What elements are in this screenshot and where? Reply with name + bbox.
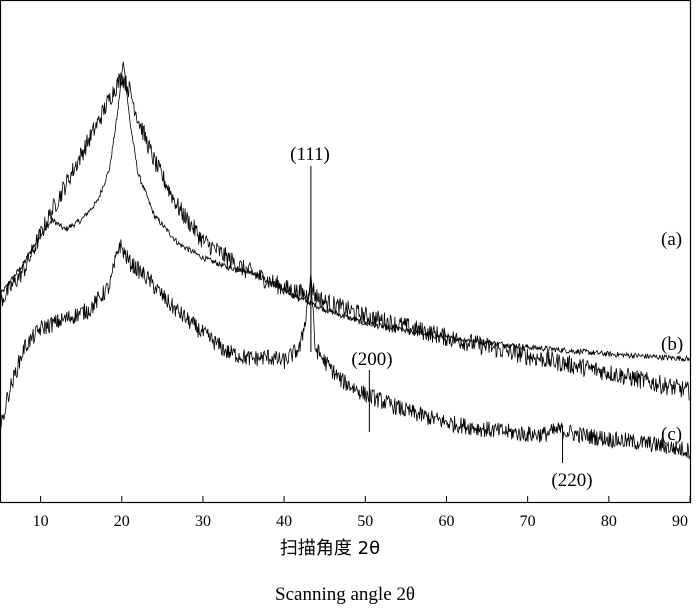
plot-frame [0,0,692,504]
peak-label: (111) [290,144,330,165]
x-tick-label: 70 [520,513,536,530]
curve-label-a: (a) [661,229,682,250]
peak-label: (200) [351,349,392,370]
curve-label-b: (b) [661,334,683,355]
xrd-curve-b [0,72,691,401]
x-tick-label: 80 [601,513,617,530]
x-tick-label: 90 [672,513,688,530]
annotations-group: (111) (200) (220) [290,144,592,491]
x-tick-label: 20 [114,513,130,530]
xrd-curve-a [0,61,691,363]
curves-group: (a) (b) (c) [0,61,691,460]
xrd-curve-c [0,239,691,460]
x-axis-label-chinese: 扫描角度 2θ [280,538,380,559]
x-tick-label: 40 [276,513,292,530]
x-axis-ticks: 10 20 30 40 50 60 70 80 90 [33,496,691,530]
x-tick-label: 30 [195,513,211,530]
peak-label: (220) [551,470,592,491]
curve-label-c: (c) [661,424,682,445]
x-axis-label-english: Scanning angle 2θ [275,584,415,605]
x-tick-label: 50 [357,513,373,530]
x-tick-label: 60 [438,513,454,530]
x-tick-label: 10 [33,513,49,530]
